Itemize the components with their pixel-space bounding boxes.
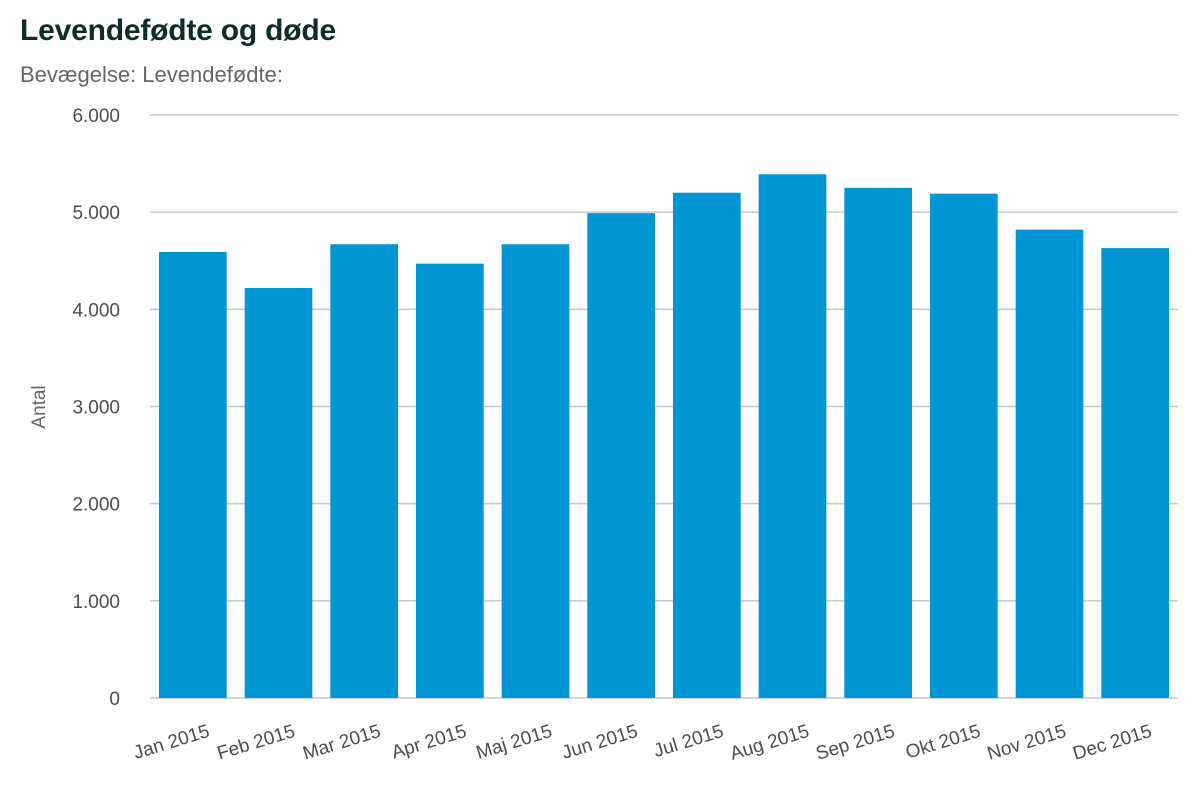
y-tick-label: 1.000	[72, 592, 120, 613]
y-tick-label: 0	[109, 689, 120, 710]
chart-title: Levendefødte og døde	[20, 14, 337, 47]
bar[interactable]	[244, 287, 313, 698]
bar[interactable]	[158, 252, 227, 698]
x-tick-label: Nov 2015	[985, 721, 1069, 765]
gridlines	[150, 114, 1178, 699]
x-tick-label: Apr 2015	[389, 721, 469, 764]
y-tick-label: 2.000	[72, 495, 120, 516]
x-tick-label: Maj 2015	[474, 721, 555, 764]
y-tick-label: 3.000	[72, 398, 120, 419]
bar[interactable]	[501, 244, 570, 698]
bar[interactable]	[1015, 229, 1084, 698]
bars	[158, 174, 1170, 698]
bar[interactable]	[587, 213, 656, 698]
y-tick-label: 5.000	[72, 203, 120, 224]
bar[interactable]	[844, 187, 913, 698]
bar[interactable]	[758, 174, 827, 698]
y-axis-title: Antal	[29, 385, 50, 428]
x-tick-label: Jun 2015	[559, 721, 640, 764]
x-tick-label: Mar 2015	[300, 721, 383, 765]
x-tick-label: Okt 2015	[903, 721, 983, 764]
x-tick-label: Dec 2015	[1070, 721, 1154, 765]
chart-subtitle: Bevægelse: Levendefødte:	[20, 62, 283, 87]
bar[interactable]	[672, 192, 741, 698]
x-tick-label: Aug 2015	[728, 721, 812, 765]
bar[interactable]	[1101, 248, 1170, 698]
x-tick-label: Sep 2015	[813, 721, 897, 765]
y-tick-label: 4.000	[72, 300, 120, 321]
bar[interactable]	[415, 263, 484, 698]
bar[interactable]	[929, 193, 998, 698]
y-tick-label: 6.000	[72, 106, 120, 127]
x-axis-ticks: Jan 2015 Feb 2015 Mar 2015 Apr 2015 Maj 2015…	[131, 721, 1154, 765]
x-tick-label: Jul 2015	[651, 721, 726, 762]
x-tick-label: Jan 2015	[131, 721, 212, 764]
y-axis-ticks: 0 1.000 2.000 3.000 4.000 5.000 6.000	[72, 106, 120, 710]
x-tick-label: Feb 2015	[215, 721, 298, 765]
bar[interactable]	[330, 244, 399, 698]
